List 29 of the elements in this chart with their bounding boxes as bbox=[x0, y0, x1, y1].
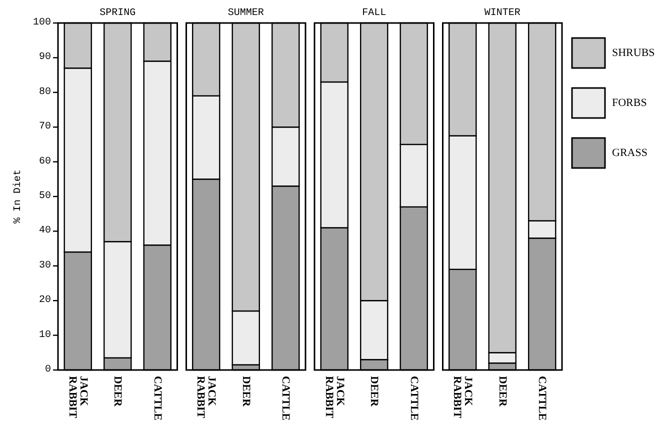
x-tick-label: DEER bbox=[112, 376, 124, 408]
x-tick-label: DEER bbox=[240, 376, 252, 408]
chart-title: SPRING bbox=[100, 8, 136, 19]
y-tick-label: 0 bbox=[44, 364, 51, 376]
chart-title: FALL bbox=[362, 8, 386, 19]
x-tick-label: JACK RABBIT bbox=[66, 376, 90, 419]
x-tick-label: DEER bbox=[368, 376, 380, 408]
y-tick-label: 60 bbox=[38, 156, 51, 168]
y-tick-label: 30 bbox=[38, 260, 51, 272]
y-tick-label: 80 bbox=[38, 86, 51, 98]
chart-title: SUMMER bbox=[228, 8, 264, 19]
y-tick-label: 100 bbox=[32, 18, 51, 28]
x-tick-label: JACK RABBIT bbox=[194, 376, 218, 419]
y-axis-title: % In Diet bbox=[12, 169, 24, 224]
chart-title: WINTER bbox=[484, 8, 520, 19]
y-tick-label: 70 bbox=[38, 122, 51, 133]
x-tick-label: JACK RABBIT bbox=[451, 376, 474, 419]
x-tick-label: CATTLE bbox=[280, 376, 292, 420]
y-tick-label: 10 bbox=[38, 330, 51, 341]
x-tick-label: CATTLE bbox=[151, 376, 164, 420]
y-tick-label: 40 bbox=[38, 226, 51, 237]
legend: SHRUBS FORBS GRASS bbox=[571, 37, 655, 169]
y-tick-label: 90 bbox=[38, 52, 51, 64]
x-tick-label: DEER bbox=[496, 376, 508, 408]
y-tick-label: 20 bbox=[38, 295, 51, 306]
x-tick-label: CATTLE bbox=[408, 376, 420, 420]
x-tick-label: JACK RABBIT bbox=[322, 376, 346, 419]
y-tick-label: 50 bbox=[38, 191, 51, 202]
x-tick-label: CATTLE bbox=[536, 376, 548, 420]
